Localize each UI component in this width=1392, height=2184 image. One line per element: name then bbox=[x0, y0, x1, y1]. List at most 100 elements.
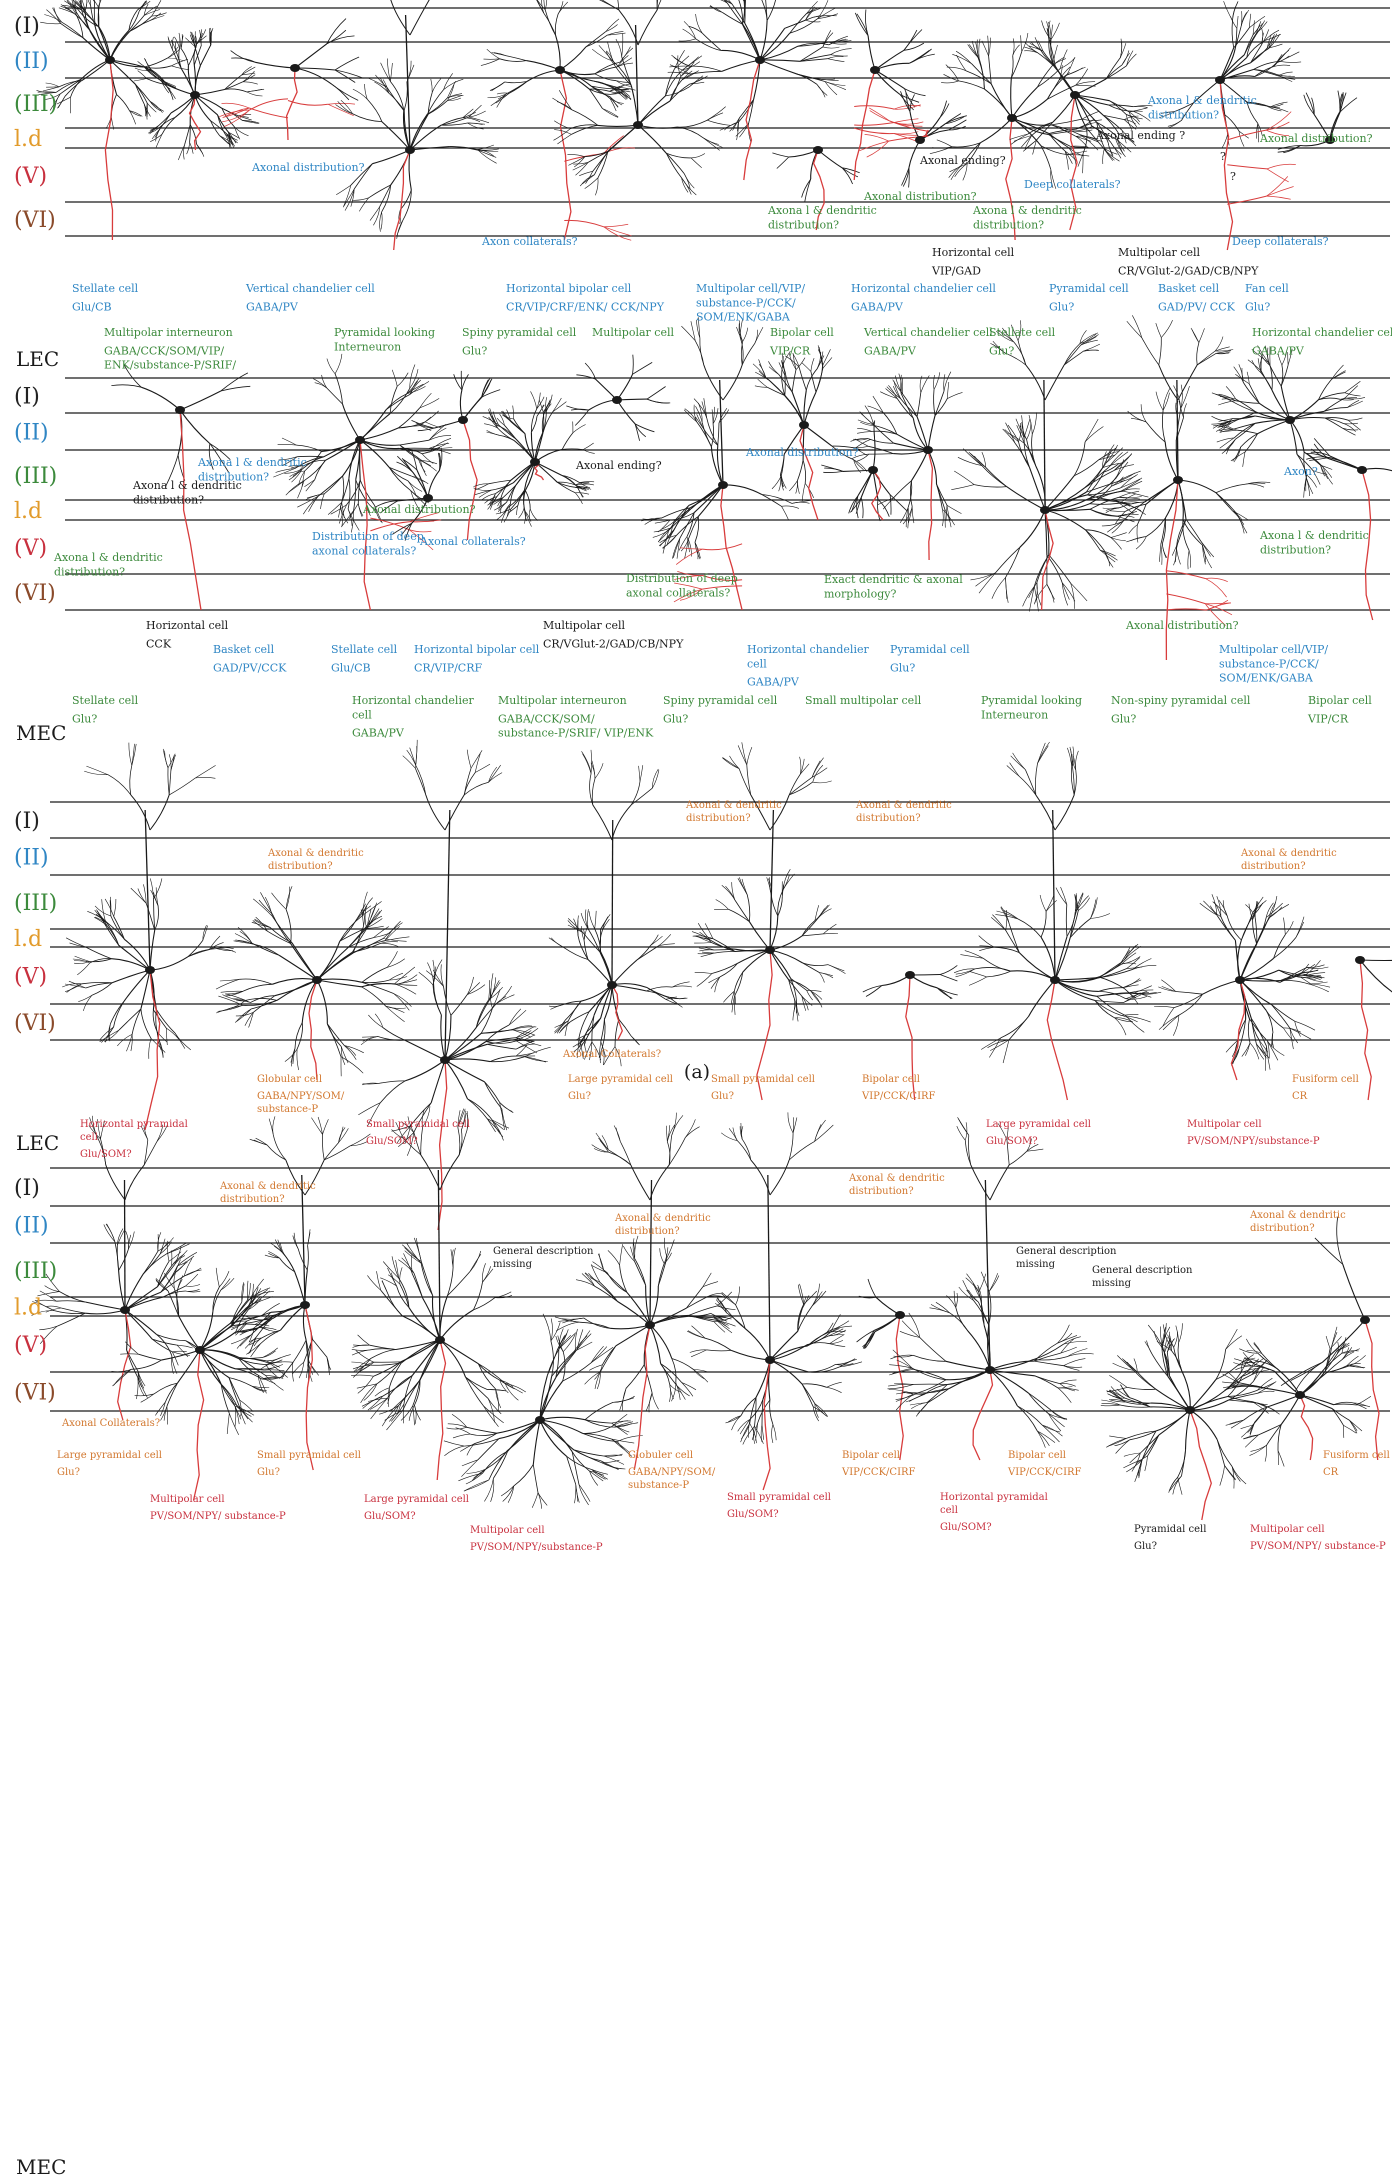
layer-label-ii: (II) bbox=[14, 421, 49, 446]
neuron bbox=[856, 1278, 905, 1461]
cell-markers: Glu/SOM? bbox=[366, 1136, 418, 1147]
annotation-distribution-of-deep-axonal-co: Distribution of deep axonal collaterals? bbox=[312, 530, 424, 557]
neuron bbox=[411, 370, 501, 541]
cell-markers: Glu/SOM? bbox=[940, 1522, 992, 1533]
cell-name-horizontal-bipolar-cell: Horizontal bipolar cell bbox=[414, 643, 540, 656]
neuron bbox=[1154, 894, 1331, 1081]
cell-markers: GABA/NPY/SOM/substance-P bbox=[257, 1091, 345, 1115]
cell-markers: CR bbox=[1323, 1467, 1339, 1478]
cell-markers: GABA/PV bbox=[851, 300, 904, 313]
cell-markers: VIP/CCK/CIRF bbox=[861, 1091, 936, 1102]
layer-label-iii: (III) bbox=[14, 891, 57, 916]
cell-name-multipolar-cell: Multipolar cell bbox=[470, 1525, 545, 1536]
cell-markers: Glu? bbox=[1049, 300, 1074, 313]
annotation-axona-l-dendritic-distribution: Axona l & dendritic distribution? bbox=[972, 204, 1082, 231]
neuron bbox=[219, 18, 364, 141]
annotation-axonal-dendritic-distribution: Axonal & dendritic distribution? bbox=[855, 800, 952, 824]
cell-markers: Glu? bbox=[72, 712, 97, 725]
neuron bbox=[1100, 1323, 1280, 1521]
neuron bbox=[862, 965, 958, 1101]
annotation-axona-l-dendritic-distribution: Axona l & dendritic distribution? bbox=[1147, 94, 1257, 121]
open-question-annotations: Axonal distribution? Axon collaterals? Axo… bbox=[53, 94, 1373, 1429]
neuron bbox=[1355, 956, 1392, 1101]
annotation-x: ? bbox=[1230, 170, 1236, 183]
annotation-axona-l-dendritic-distribution: Axona l & dendritic distribution? bbox=[53, 551, 163, 578]
neuron bbox=[111, 364, 251, 611]
cell-markers: CR/VIP/CRF/ENK/ CCK/NPY bbox=[506, 300, 665, 313]
layer-labels: (I) (II) (III) l.d (V) (VI) (I) (II) (III) l.d (V)… bbox=[14, 14, 57, 1406]
cell-markers: Glu? bbox=[1134, 1541, 1157, 1552]
annotation-axonal-dendritic-distribution: Axonal & dendritic distribution? bbox=[614, 1213, 711, 1237]
cell-name-multipolar-cell: Multipolar cell bbox=[1118, 246, 1200, 259]
annotation-deep-collaterals: Deep collaterals? bbox=[1024, 178, 1121, 191]
layer-label-ii: (II) bbox=[14, 1214, 49, 1239]
cell-name-multipolar-interneuron: Multipolar interneuron bbox=[104, 326, 233, 339]
cell-name-small-pyramidal-cell: Small pyramidal cell bbox=[711, 1074, 815, 1085]
annotation-deep-collaterals: Deep collaterals? bbox=[1232, 235, 1329, 248]
layer-label-i: (I) bbox=[14, 809, 40, 834]
cell-name-bipolar-cell: Bipolar cell bbox=[770, 326, 834, 339]
layer-label-iii: (III) bbox=[14, 1259, 57, 1284]
cell-name-large-pyramidal-cell: Large pyramidal cell bbox=[568, 1074, 673, 1085]
cell-name-bipolar-cell: Bipolar cell bbox=[842, 1450, 900, 1461]
annotation-axonal-collaterals: Axonal Collaterals? bbox=[61, 1418, 160, 1429]
layer-label-v: (V) bbox=[14, 1333, 47, 1358]
layer-label-iii: (III) bbox=[14, 464, 57, 489]
cell-name-stellate-cell: Stellate cell bbox=[72, 282, 139, 295]
cell-markers: PV/SOM/NPY/ substance-P bbox=[150, 1511, 286, 1522]
cell-name-pyramidal-cell: Pyramidal cell bbox=[890, 643, 970, 656]
cell-markers: Glu/SOM? bbox=[364, 1511, 416, 1522]
annotation-axonal-dendritic-distribution: Axonal & dendritic distribution? bbox=[1249, 1210, 1346, 1234]
cell-markers: VIP/CR bbox=[1307, 712, 1349, 725]
neuron bbox=[374, 447, 443, 541]
cell-name-non-spiny-pyramidal-cell: Non-spiny pyramidal cell bbox=[1111, 694, 1251, 707]
cell-markers: GABA/PV bbox=[1252, 344, 1305, 357]
cell-markers: Glu/SOM? bbox=[727, 1509, 779, 1520]
neuron bbox=[1222, 1326, 1372, 1467]
cell-name-multipolar-cell: Multipolar cell bbox=[592, 326, 674, 339]
cell-markers: Glu? bbox=[568, 1091, 591, 1102]
neuron bbox=[691, 742, 846, 1101]
annotation-distribution-of-deep-axonal-co: Distribution of deep axonal collaterals? bbox=[626, 572, 738, 599]
cell-name-multipolar-cell-vip-substance-: Multipolar cell/VIP/substance-P/CCK/SOM/… bbox=[696, 282, 805, 324]
neuron bbox=[1009, 20, 1153, 231]
cell-type-labels: Horizontal cell VIP/GAD Multipolar cell CR/… bbox=[57, 246, 1392, 1553]
cell-name-pyramidal-cell: Pyramidal cell bbox=[1134, 1524, 1206, 1535]
cell-markers: VIP/GAD bbox=[931, 264, 981, 277]
neuron bbox=[1211, 345, 1366, 498]
cell-markers: PV/SOM/NPY/ substance-P bbox=[1250, 1541, 1386, 1552]
annotation-axonal-distribution: Axonal distribution? bbox=[251, 161, 365, 174]
annotation-general-description-missing: General description missing bbox=[1016, 1246, 1117, 1270]
cell-name-basket-cell: Basket cell bbox=[213, 643, 275, 656]
cell-markers: Glu? bbox=[711, 1091, 734, 1102]
neuron bbox=[554, 1112, 736, 1471]
annotation-axonal-collaterals: Axonal collaterals? bbox=[419, 535, 526, 548]
cell-name-spiny-pyramidal-cell: Spiny pyramidal cell bbox=[663, 694, 778, 707]
cell-name-pyramidal-looking-interneuron: Pyramidal looking Interneuron bbox=[981, 694, 1082, 721]
cell-name-small-multipolar-cell: Small multipolar cell bbox=[805, 694, 922, 707]
cell-markers: CR/VGlut-2/GAD/CB/NPY bbox=[543, 637, 684, 650]
neuron bbox=[1280, 1216, 1380, 1461]
cell-name-bipolar-cell: Bipolar cell bbox=[1308, 694, 1372, 707]
neuron bbox=[552, 0, 731, 196]
cell-name-horizontal-bipolar-cell: Horizontal bipolar cell bbox=[506, 282, 632, 295]
cell-markers: Glu? bbox=[1245, 300, 1270, 313]
cell-name-stellate-cell: Stellate cell bbox=[331, 643, 398, 656]
neuron bbox=[351, 1106, 526, 1481]
cell-markers: GABA/NPY/SOM/substance-P bbox=[628, 1467, 716, 1491]
cell-name-fusiform-cell: Fusiform cell bbox=[1292, 1074, 1359, 1085]
neuron bbox=[1277, 90, 1358, 154]
neuron bbox=[273, 353, 453, 611]
cell-markers: CR/VIP/CRF bbox=[414, 661, 483, 674]
layer-label-iii: (III) bbox=[14, 92, 57, 117]
cell-markers: VIP/CCK/CIRF bbox=[1007, 1467, 1082, 1478]
cell-name-vertical-chandelier-cell: Vertical chandelier cell bbox=[245, 282, 375, 295]
cell-name-horizontal-pyramidal-cell: Horizontal pyramidal cell bbox=[940, 1492, 1048, 1516]
cell-name-pyramidal-cell: Pyramidal cell bbox=[1049, 282, 1129, 295]
annotation-axona-l-dendritic-distribution: Axona l & dendritic distribution? bbox=[1259, 529, 1369, 556]
annotation-axonal-dendritic-distribution: Axonal & dendritic distribution? bbox=[1240, 848, 1337, 872]
layer-label-l-d: l.d bbox=[14, 927, 42, 952]
cell-name-bipolar-cell: Bipolar cell bbox=[862, 1074, 920, 1085]
cell-name-large-pyramidal-cell: Large pyramidal cell bbox=[364, 1494, 469, 1505]
